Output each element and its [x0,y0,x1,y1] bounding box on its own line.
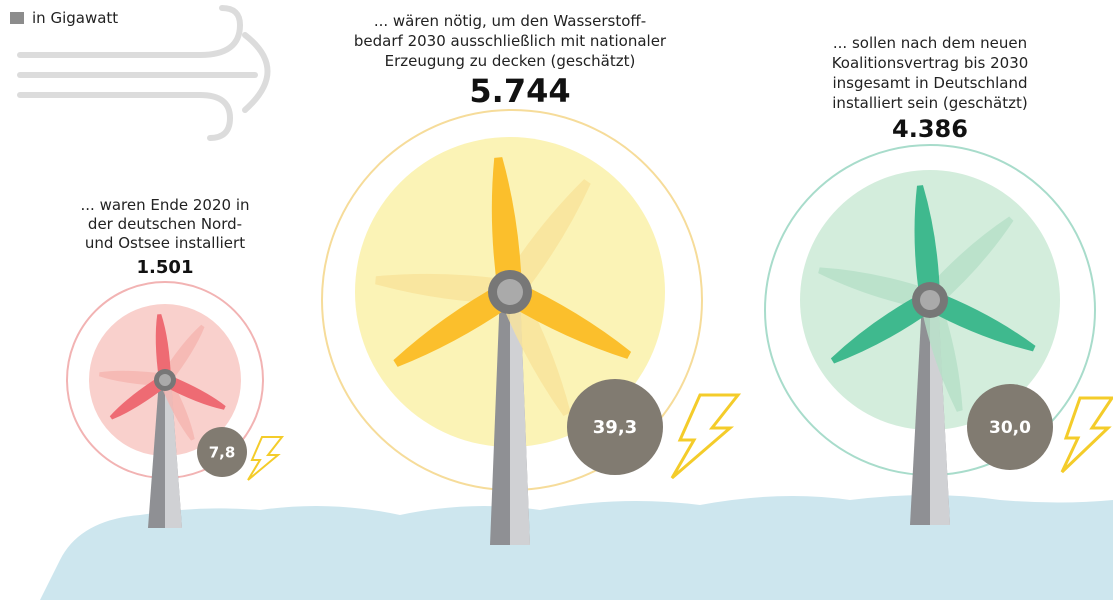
turbine [67,282,282,528]
count: 4.386 [892,115,968,143]
description: ... sollen nach dem neuen [833,34,1027,52]
legend-swatch [10,12,24,24]
wind-icon [20,8,268,138]
description: Erzeugung zu decken (geschätzt) [385,52,636,70]
turbine [765,145,1112,525]
description: installiert sein (geschätzt) [832,94,1027,112]
infographic: in Gigawatt ... waren Ende 2020 in der d… [0,0,1113,604]
legend-label: in Gigawatt [32,9,118,27]
gigawatt-value: 7,8 [209,444,236,462]
description: Koalitionsvertrag bis 2030 [832,54,1029,72]
description: insgesamt in Deutschland [832,74,1027,92]
description: und Ostsee installiert [85,234,245,252]
turbine [322,110,738,545]
water [40,495,1113,600]
gigawatt-value: 30,0 [989,418,1031,438]
count: 1.501 [137,257,194,278]
description: der deutschen Nord- [88,215,242,233]
gigawatt-value: 39,3 [593,417,637,438]
count: 5.744 [469,72,570,110]
description: ... waren Ende 2020 in [81,196,250,214]
description: bedarf 2030 ausschließlich mit nationale… [354,32,667,50]
description: ... wären nötig, um den Wasserstoff- [374,12,646,30]
